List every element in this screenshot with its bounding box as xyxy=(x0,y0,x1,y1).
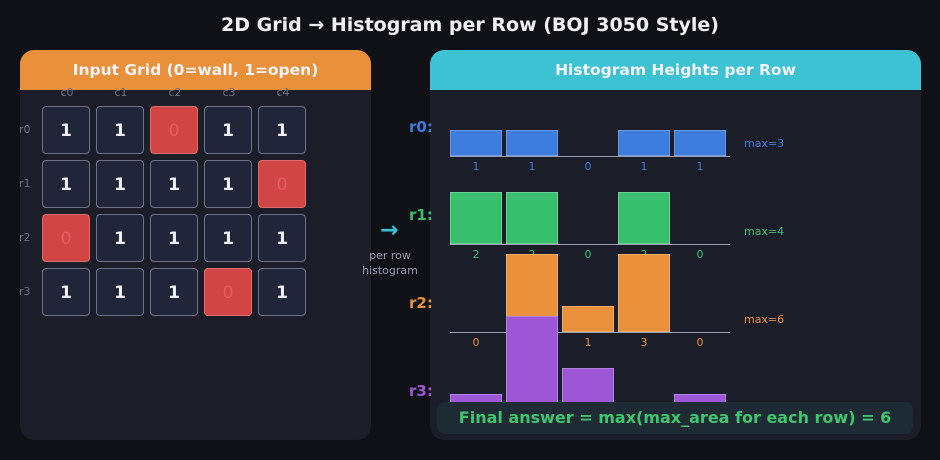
grid-col-label: c3 xyxy=(222,86,236,99)
grid-cell-open: 1 xyxy=(150,268,198,316)
histogram-value-label: 3 xyxy=(640,336,648,349)
grid-cell-wall: 0 xyxy=(204,268,252,316)
grid-cell-wall: 0 xyxy=(42,214,90,262)
histogram-bar xyxy=(674,130,726,156)
histogram-bar xyxy=(450,192,502,244)
histogram-baseline xyxy=(450,244,730,245)
grid-row-label: r3 xyxy=(19,285,31,298)
grid-row-label: r2 xyxy=(19,231,31,244)
histogram-value-label: 0 xyxy=(584,248,592,261)
histogram-value-label: 1 xyxy=(696,160,704,173)
grid-cell-wall: 0 xyxy=(258,160,306,208)
histogram-max-label: max=3 xyxy=(744,137,785,150)
histogram-bar xyxy=(450,130,502,156)
histogram-bar xyxy=(506,130,558,156)
histogram-value-label: 0 xyxy=(472,336,480,349)
grid-col-label: c1 xyxy=(114,86,128,99)
grid-cell-open: 1 xyxy=(258,268,306,316)
grid-cell-open: 1 xyxy=(204,214,252,262)
arrow-caption-line1: per row xyxy=(369,249,411,262)
histogram-value-label: 1 xyxy=(640,160,648,173)
arrow-caption-line2: histogram xyxy=(362,264,418,277)
histogram-value-label: 0 xyxy=(696,248,704,261)
grid-cell-open: 1 xyxy=(204,106,252,154)
histogram-bar xyxy=(506,192,558,244)
grid-cell-open: 1 xyxy=(42,268,90,316)
histogram-value-label: 1 xyxy=(472,160,480,173)
grid-cell-open: 1 xyxy=(258,106,306,154)
histogram-value-label: 1 xyxy=(528,160,536,173)
grid-cell-open: 1 xyxy=(96,214,144,262)
histogram-value-label: 0 xyxy=(584,160,592,173)
grid-cell-wall: 0 xyxy=(150,106,198,154)
grid-cell-open: 1 xyxy=(96,160,144,208)
grid-col-label: c2 xyxy=(168,86,182,99)
grid-cell-open: 1 xyxy=(96,106,144,154)
input-grid-header: Input Grid (0=wall, 1=open) xyxy=(20,50,371,90)
grid-cell-open: 1 xyxy=(42,106,90,154)
histogram-bar xyxy=(562,306,614,332)
histogram-panel: Histogram Heights per Row xyxy=(430,50,921,440)
grid-cell-open: 1 xyxy=(258,214,306,262)
grid-cell-open: 1 xyxy=(150,160,198,208)
grid-cell-open: 1 xyxy=(42,160,90,208)
histogram-row-label: r0: xyxy=(409,118,433,136)
histogram-value-label: 2 xyxy=(472,248,480,261)
histogram-baseline xyxy=(450,156,730,157)
grid-row-label: r1 xyxy=(19,177,31,190)
grid-col-label: c4 xyxy=(276,86,290,99)
grid-row-label: r0 xyxy=(19,123,31,136)
histogram-max-label: max=4 xyxy=(744,225,785,238)
page-title: 2D Grid → Histogram per Row (BOJ 3050 St… xyxy=(221,14,719,36)
histogram-row-label: r1: xyxy=(409,206,433,224)
grid-col-label: c0 xyxy=(60,86,74,99)
grid-cell-open: 1 xyxy=(204,160,252,208)
histogram-value-label: 1 xyxy=(584,336,592,349)
final-answer-banner: Final answer = max(max_area for each row… xyxy=(437,402,913,434)
histogram-value-label: 0 xyxy=(696,336,704,349)
histogram-bar xyxy=(618,254,670,332)
histogram-baseline xyxy=(450,332,730,333)
histogram-row-label: r2: xyxy=(409,294,433,312)
grid-cell-open: 1 xyxy=(96,268,144,316)
histogram-bar xyxy=(618,192,670,244)
histogram-row-label: r3: xyxy=(409,382,433,400)
histogram-bar xyxy=(618,130,670,156)
arrow-caption: per row histogram xyxy=(355,248,425,278)
arrow-right-icon: → xyxy=(380,218,399,243)
grid-cell-open: 1 xyxy=(150,214,198,262)
histogram-max-label: max=6 xyxy=(744,313,785,326)
histogram-header: Histogram Heights per Row xyxy=(430,50,921,90)
